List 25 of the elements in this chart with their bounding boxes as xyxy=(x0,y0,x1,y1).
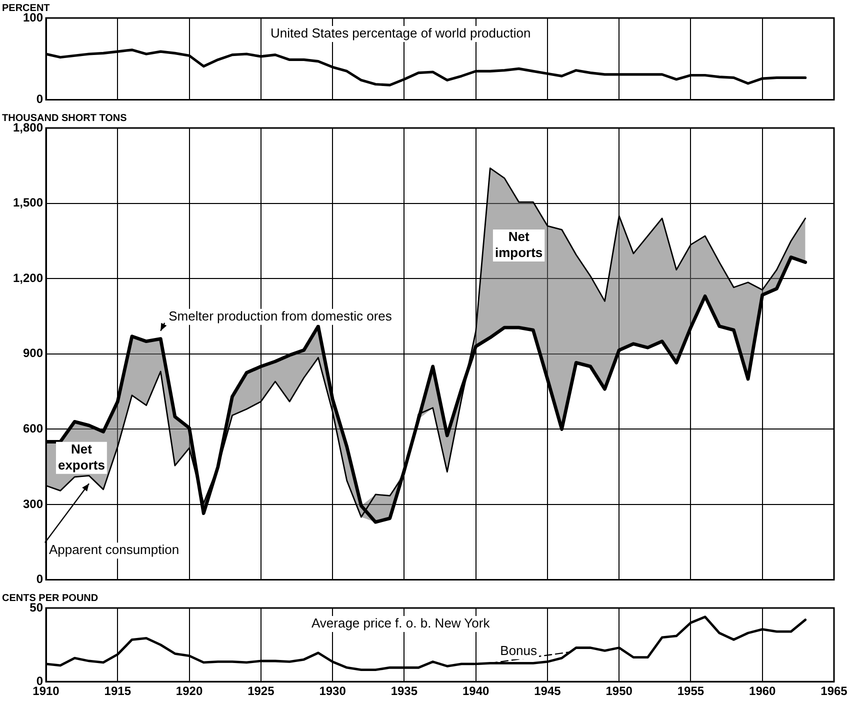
series-label: Smelter production from domestic ores xyxy=(168,308,392,324)
text: Apparent consumption xyxy=(48,542,180,558)
x-tick-label: 1940 xyxy=(462,684,490,698)
y-tick-label: 600 xyxy=(22,422,44,436)
x-tick-label: 1920 xyxy=(176,684,203,698)
y-tick-label: 0 xyxy=(36,572,44,586)
y-tick-label: 0 xyxy=(36,92,44,106)
annotation: Net imports xyxy=(494,229,543,260)
x-tick-label: 1950 xyxy=(606,684,633,698)
x-tick-label: 1935 xyxy=(390,684,418,698)
text: United States percentage of world production xyxy=(270,26,531,41)
y-tick-label: 1,200 xyxy=(12,270,44,285)
x-tick-label: 1955 xyxy=(677,684,704,698)
x-tick-label: 1945 xyxy=(534,684,562,698)
y-tick-label: 1,500 xyxy=(12,196,44,210)
text: Average price f. o. b. New York xyxy=(311,616,490,631)
series-label: Bonus xyxy=(500,642,538,658)
x-tick-label: 1965 xyxy=(820,684,848,698)
x-tick-label: 1930 xyxy=(319,684,346,698)
x-tick-label: 1960 xyxy=(749,684,776,698)
y-tick-label: 900 xyxy=(22,346,44,360)
x-tick-label: 1915 xyxy=(104,684,132,698)
annotation: Net exports xyxy=(58,441,105,472)
y-tick-label: 300 xyxy=(22,496,44,511)
x-tick-label: 1925 xyxy=(248,684,275,698)
